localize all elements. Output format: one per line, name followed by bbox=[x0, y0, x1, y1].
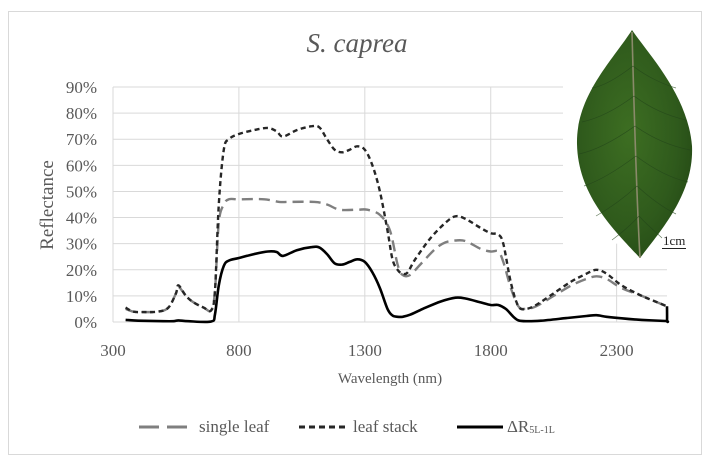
solid-line-swatch-icon bbox=[457, 425, 503, 429]
x-tick-label: 2300 bbox=[600, 341, 634, 360]
y-tick-label: 50% bbox=[66, 182, 97, 201]
short-dash-swatch-icon bbox=[299, 425, 349, 429]
scale-bar: 1cm bbox=[662, 233, 687, 249]
x-tick-label: 1800 bbox=[474, 341, 508, 360]
y-tick-label: 80% bbox=[66, 104, 97, 123]
y-tick-label: 40% bbox=[66, 209, 97, 228]
legend-label: single leaf bbox=[199, 417, 270, 436]
y-tick-label: 30% bbox=[66, 235, 97, 254]
x-axis-title: Wavelength (nm) bbox=[338, 371, 442, 387]
x-axis-ticks: 300 800 1300 1800 2300 bbox=[100, 341, 633, 360]
y-axis-ticks: 0% 10% 20% 30% 40% 50% 60% 70% 80% 90% bbox=[66, 78, 97, 332]
legend: single leaf leaf stack ΔR5L-1L bbox=[0, 414, 714, 440]
legend-label: leaf stack bbox=[353, 417, 418, 436]
y-tick-label: 10% bbox=[66, 287, 97, 306]
series-lines bbox=[124, 124, 670, 324]
legend-item-leaf-stack: leaf stack bbox=[298, 414, 418, 440]
y-tick-label: 20% bbox=[66, 261, 97, 280]
y-tick-label: 0% bbox=[74, 313, 97, 332]
leaf-photo bbox=[576, 30, 693, 259]
chart-frame bbox=[8, 11, 702, 455]
chart-title: S. caprea bbox=[306, 28, 408, 58]
legend-item-single-leaf: single leaf bbox=[138, 414, 269, 440]
series-line-short-dash bbox=[124, 124, 668, 314]
x-tick-label: 800 bbox=[226, 341, 252, 360]
long-dash-swatch-icon bbox=[139, 425, 195, 429]
y-tick-label: 70% bbox=[66, 130, 97, 149]
y-tick-label: 60% bbox=[66, 156, 97, 175]
legend-item-delta-r: ΔR5L-1L bbox=[456, 414, 555, 440]
y-tick-label: 90% bbox=[66, 78, 97, 97]
series-line-solid bbox=[125, 245, 670, 324]
legend-label: ΔR5L-1L bbox=[507, 417, 555, 436]
x-tick-label: 1300 bbox=[348, 341, 382, 360]
y-axis-title: Reflectance bbox=[37, 160, 58, 250]
gridlines bbox=[112, 86, 667, 323]
x-tick-label: 300 bbox=[100, 341, 126, 360]
